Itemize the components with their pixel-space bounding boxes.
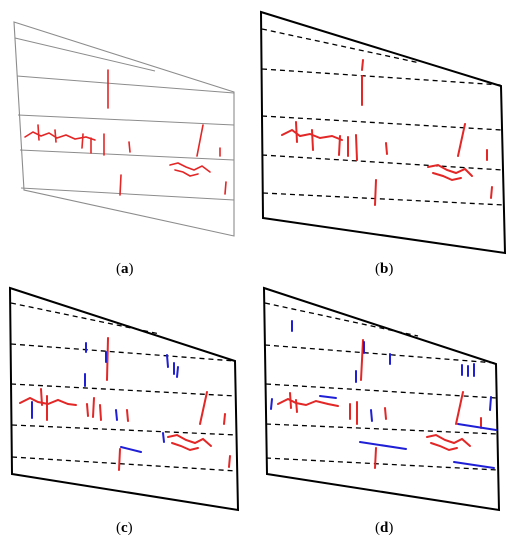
blue-mark bbox=[162, 432, 165, 443]
blue-mark bbox=[319, 395, 337, 399]
panel-d-cracks bbox=[277, 339, 482, 469]
blue-mark bbox=[370, 409, 373, 422]
panel-c-dash-1 bbox=[10, 302, 161, 335]
panel-a-line-2 bbox=[16, 75, 235, 94]
crack-mark bbox=[338, 135, 341, 156]
panel-b-dash-5 bbox=[262, 192, 505, 206]
panel-c-dash-2 bbox=[10, 343, 236, 362]
panel-b-outline bbox=[259, 10, 507, 255]
crack-mark bbox=[295, 121, 298, 143]
blue-mark bbox=[457, 423, 497, 431]
panel-a-line-3 bbox=[17, 114, 235, 126]
crack-mark bbox=[384, 407, 387, 420]
crack-mark bbox=[311, 129, 314, 151]
crack-mark bbox=[223, 413, 226, 425]
crack-mark bbox=[427, 163, 473, 177]
crack-mark bbox=[295, 399, 298, 413]
crack-mark bbox=[167, 433, 212, 447]
panel-d-dash-4 bbox=[265, 423, 499, 435]
crack-mark bbox=[81, 133, 84, 149]
panel-d-dash-1 bbox=[264, 302, 419, 337]
blue-mark bbox=[359, 441, 407, 450]
panel-d-dashed-lines bbox=[264, 302, 499, 471]
panel-a-caption: (a) bbox=[116, 261, 134, 277]
crack-mark bbox=[426, 433, 471, 447]
panel-c-dashed-lines bbox=[10, 302, 238, 472]
blue-mark bbox=[115, 409, 118, 421]
panel-b-dash-4 bbox=[261, 154, 504, 171]
crack-mark bbox=[86, 403, 89, 417]
panel-b-dash-2 bbox=[261, 68, 502, 86]
crack-mark bbox=[106, 337, 109, 381]
panel-c: (c) bbox=[8, 286, 240, 536]
crack-mark bbox=[37, 124, 40, 141]
blue-mark bbox=[166, 354, 169, 368]
panel-c-dash-3 bbox=[10, 383, 237, 397]
crack-mark bbox=[126, 409, 129, 422]
crack-mark bbox=[430, 442, 458, 452]
panel-c-blue-marks bbox=[31, 342, 179, 453]
crack-mark bbox=[374, 447, 377, 469]
panel-b-cracks bbox=[281, 59, 493, 206]
panel-a-line-5 bbox=[20, 187, 235, 201]
blue-mark bbox=[489, 396, 492, 411]
crack-mark bbox=[119, 174, 122, 196]
panel-d-outline bbox=[262, 286, 501, 512]
crack-mark bbox=[169, 162, 211, 173]
panel-b-dash-1 bbox=[261, 28, 421, 64]
crack-mark bbox=[281, 128, 343, 141]
panel-d-caption: (d) bbox=[375, 520, 393, 536]
crack-mark bbox=[171, 442, 199, 452]
panel-a-cracks bbox=[24, 69, 227, 196]
panel-b-dash-3 bbox=[261, 115, 503, 131]
panel-d-blue-marks bbox=[270, 320, 497, 469]
crack-mark bbox=[361, 59, 364, 71]
panel-c-dash-5 bbox=[11, 456, 238, 472]
panel-b-dashed-lines bbox=[261, 28, 505, 206]
crack-mark bbox=[432, 172, 462, 182]
crack-mark bbox=[118, 448, 121, 471]
panel-d-dash-5 bbox=[265, 457, 499, 471]
crack-mark bbox=[128, 141, 131, 153]
crack-mark bbox=[40, 388, 43, 406]
panel-c-cracks bbox=[19, 337, 231, 471]
blue-mark bbox=[176, 366, 179, 378]
panel-d: (d) bbox=[262, 286, 501, 536]
crack-mark bbox=[355, 134, 358, 161]
crack-mark bbox=[277, 397, 339, 407]
crack-mark bbox=[374, 179, 377, 206]
crack-mark bbox=[490, 186, 493, 199]
panel-b: (b) bbox=[259, 10, 507, 277]
panel-a: (a) bbox=[13, 21, 235, 277]
blue-mark bbox=[453, 461, 495, 469]
panel-a-division-lines bbox=[14, 37, 235, 201]
panel-d-dash-3 bbox=[265, 383, 498, 399]
crack-mark bbox=[92, 397, 95, 418]
crack-mark bbox=[24, 131, 96, 141]
crack-mark bbox=[199, 391, 208, 425]
panel-c-outline bbox=[8, 286, 240, 512]
crack-mark bbox=[360, 339, 364, 381]
crack-mark bbox=[224, 181, 227, 195]
panel-b-caption: (b) bbox=[375, 261, 393, 277]
blue-mark bbox=[120, 446, 142, 453]
crack-mark bbox=[289, 392, 292, 409]
crack-mark bbox=[457, 123, 466, 157]
crack-mark bbox=[455, 391, 464, 425]
crack-mark bbox=[174, 169, 199, 177]
panel-c-dash-4 bbox=[11, 424, 238, 436]
panel-c-caption: (c) bbox=[116, 520, 133, 536]
panel-a-line-4 bbox=[19, 149, 235, 161]
blue-mark bbox=[270, 398, 273, 410]
crack-mark bbox=[228, 455, 231, 468]
crack-mark bbox=[99, 404, 102, 421]
crack-mark bbox=[196, 124, 204, 157]
crack-mark bbox=[385, 142, 388, 155]
panel-a-line-1 bbox=[14, 37, 156, 72]
crack-mark bbox=[54, 129, 57, 143]
panel-d-dash-2 bbox=[264, 344, 497, 364]
panel-a-outline bbox=[13, 21, 235, 237]
